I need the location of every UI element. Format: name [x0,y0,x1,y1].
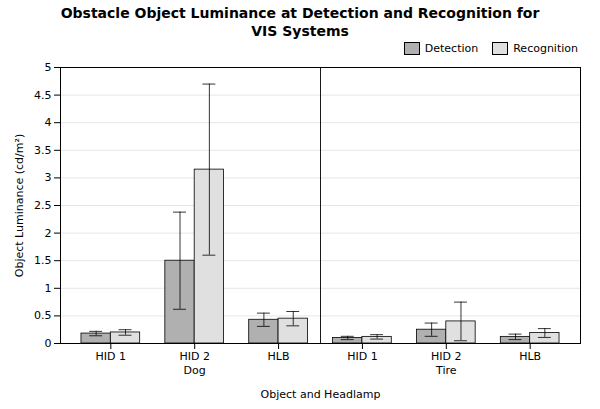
svg-text:3.5: 3.5 [34,144,52,157]
svg-text:Tire: Tire [435,364,457,377]
svg-text:HID 2: HID 2 [431,350,461,363]
svg-text:HLB: HLB [268,350,290,363]
svg-text:HID 1: HID 1 [96,350,126,363]
svg-text:HID 1: HID 1 [347,350,377,363]
svg-text:Dog: Dog [184,364,206,377]
svg-text:4: 4 [45,116,52,129]
svg-text:0.5: 0.5 [34,309,52,322]
html-text:Recognition: Recognition [513,42,578,55]
svg-text:4.5: 4.5 [34,89,52,102]
svg-text:2.5: 2.5 [34,199,52,212]
svg-text:Object Luminance (cd/m²): Object Luminance (cd/m²) [13,134,26,277]
svg-text:HID 2: HID 2 [179,350,209,363]
html-text:Obstacle Object Luminance at D: Obstacle Object Luminance at Detection a… [60,5,540,39]
svg-text:1.5: 1.5 [34,254,52,267]
svg-text:Object and Headlamp: Object and Headlamp [261,388,381,401]
html-text:Detection: Detection [424,42,479,55]
svg-text:HLB: HLB [519,350,541,363]
svg-text:0: 0 [45,337,52,350]
svg-text:2: 2 [45,227,52,240]
svg-text:5: 5 [45,61,52,74]
svg-text:3: 3 [45,171,52,184]
svg-text:1: 1 [45,282,52,295]
